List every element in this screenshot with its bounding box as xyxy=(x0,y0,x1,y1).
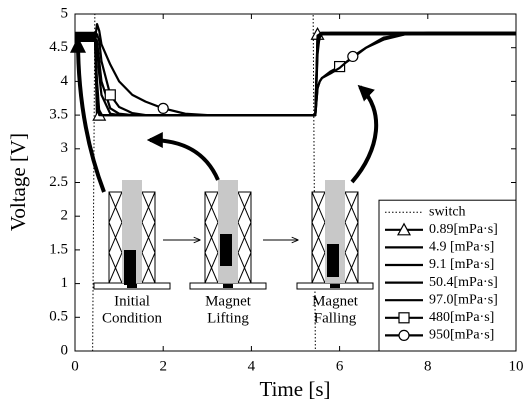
coil-hatch xyxy=(344,191,359,223)
series xyxy=(75,23,516,117)
x-axis-title: Time [s] xyxy=(260,377,331,401)
annotation: Condition xyxy=(102,310,163,326)
marker xyxy=(398,312,410,324)
y-tick-label: 3 xyxy=(61,140,69,156)
arrow xyxy=(350,84,379,184)
legend-label: switch xyxy=(429,204,466,219)
series xyxy=(75,31,516,117)
y-tick-label: 0 xyxy=(61,342,69,358)
coil-hatch xyxy=(108,252,123,284)
legend-label: 97.0[mPa·s] xyxy=(429,292,498,307)
y-axis-title: Voltage [V] xyxy=(6,133,30,231)
coil-hatch xyxy=(311,191,326,223)
plot-frame xyxy=(74,13,517,352)
series xyxy=(75,33,516,117)
legend-label: 50.4[mPa·s] xyxy=(429,275,498,290)
x-tick-label: 8 xyxy=(424,358,432,374)
y-tick-label: 3.5 xyxy=(49,107,68,123)
series-line xyxy=(75,31,516,117)
base-block xyxy=(223,284,233,288)
diagrams: InitialConditionMagnetLiftingMagnetFalli… xyxy=(93,180,374,326)
legend: switch 0.89[mPa·s] 4.9 [mPa·s] 9.1 [mPa·s] 5… xyxy=(378,199,517,352)
coil-hatch xyxy=(311,252,326,284)
legend-label: 480[mPa·s] xyxy=(429,310,494,325)
y-tick-label: 4 xyxy=(61,73,69,89)
plot-area: 0 0.5 1 1.5 2 2.5 3 3.5 4 4.5 5 0 2 4 6 8 10 xyxy=(49,5,523,374)
legend-label: 9.1 [mPa·s] xyxy=(429,257,494,272)
base-block xyxy=(127,284,137,288)
series-line xyxy=(75,31,516,117)
series xyxy=(75,31,516,117)
series-line xyxy=(75,33,516,117)
coil-hatch xyxy=(204,252,219,284)
x-tick-label: 2 xyxy=(159,358,167,374)
coil-hatch xyxy=(204,222,219,253)
coil-hatch xyxy=(141,191,156,223)
series-line xyxy=(75,13,516,352)
series-line xyxy=(75,33,516,117)
coil-hatch xyxy=(204,191,219,223)
magnet xyxy=(220,234,232,266)
coil-hatch xyxy=(344,252,359,284)
marker xyxy=(347,50,359,63)
x-tick-label: 10 xyxy=(509,358,523,374)
coil-hatch xyxy=(311,222,326,253)
series-line xyxy=(75,31,516,120)
series-line xyxy=(75,23,516,117)
y-tick-label: 2 xyxy=(61,208,69,224)
annotation: Falling xyxy=(314,310,357,326)
annotation: Magnet xyxy=(312,293,359,309)
y-tick-label: 1.5 xyxy=(49,241,68,257)
y-tick-label: 2.5 xyxy=(49,174,68,190)
marker xyxy=(157,102,169,114)
series xyxy=(75,33,516,117)
coil-hatch xyxy=(141,252,156,284)
coil-hatch xyxy=(108,222,123,253)
x-tick-label: 4 xyxy=(248,358,256,374)
legend-label: 0.89[mPa·s] xyxy=(429,222,498,237)
arrow xyxy=(146,132,220,181)
y-tick-label: 4.5 xyxy=(49,39,68,55)
legend-label: 4.9 [mPa·s] xyxy=(429,240,494,255)
series-line xyxy=(75,31,516,117)
x-tick-label: 6 xyxy=(336,358,344,374)
y-tick-label: 0.5 xyxy=(49,309,68,325)
coil-hatch xyxy=(344,222,359,253)
series xyxy=(75,26,516,121)
coil-hatch xyxy=(237,191,252,223)
y-tick-label: 1 xyxy=(61,275,69,291)
marker xyxy=(396,222,412,236)
legend-label: 950[mPa·s] xyxy=(429,328,494,343)
y-tick-label: 5 xyxy=(61,5,69,21)
arrows xyxy=(70,36,379,240)
series xyxy=(75,31,516,117)
legend-box xyxy=(378,199,517,352)
marker xyxy=(398,329,410,341)
arrow xyxy=(70,36,106,193)
magnet xyxy=(124,250,136,285)
marker xyxy=(104,89,116,101)
x-tick-label: 0 xyxy=(71,358,79,374)
base-block xyxy=(330,284,340,288)
annotation: Initial xyxy=(114,293,150,309)
coil-hatch xyxy=(141,222,156,253)
annotation: Magnet xyxy=(205,293,252,309)
series xyxy=(75,13,516,352)
coil-hatch xyxy=(108,191,123,223)
magnet xyxy=(327,244,339,277)
annotation: Lifting xyxy=(207,310,249,326)
tube xyxy=(218,180,238,283)
coil-hatch xyxy=(237,252,252,284)
coil-hatch xyxy=(237,222,252,253)
